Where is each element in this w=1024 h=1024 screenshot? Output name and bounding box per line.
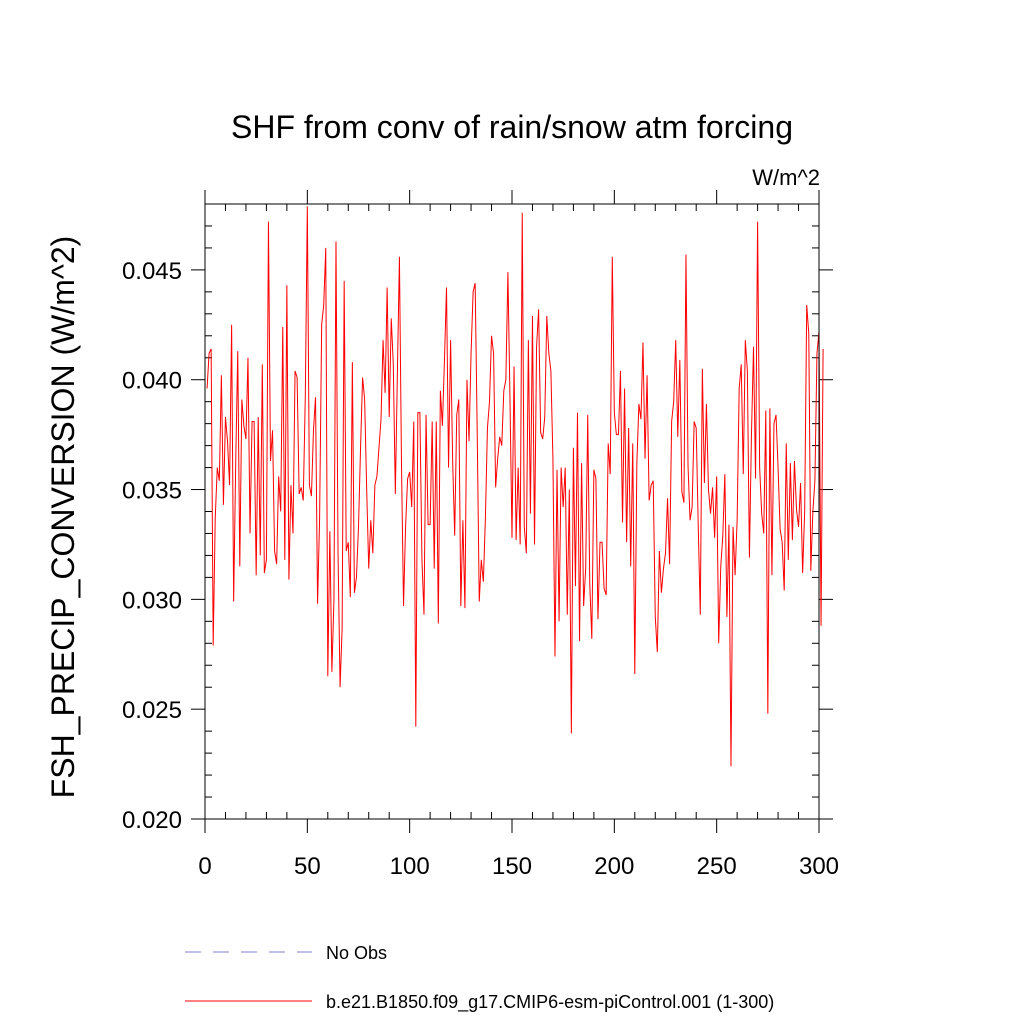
series-line-control (206, 206, 824, 767)
y-tick-label: 0.030 (122, 587, 182, 614)
minor-ticks (205, 203, 819, 819)
major-ticks (191, 190, 833, 833)
y-tick-label: 0.040 (122, 368, 182, 395)
x-tick-label: 300 (799, 853, 839, 880)
x-tick-label: 250 (697, 853, 737, 880)
legend-label-control: b.e21.B1850.f09_g17.CMIP6-esm-piControl.… (326, 992, 774, 1013)
y-axis-label: FSH_PRECIP_CONVERSION (W/m^2) (45, 236, 81, 799)
tick-labels: 0.020 0.025 0.030 0.035 0.040 0.045 0 50 100 150 2… (122, 258, 839, 880)
x-tick-label: 0 (198, 853, 211, 880)
x-tick-label: 150 (492, 853, 532, 880)
units-label: W/m^2 (752, 165, 820, 190)
legend: No Obs b.e21.B1850.f09_g17.CMIP6-esm-piC… (185, 943, 774, 1013)
y-tick-label: 0.035 (122, 478, 182, 505)
plot-frame (204, 203, 820, 820)
x-tick-label: 100 (390, 853, 430, 880)
y-tick-label: 0.025 (122, 697, 182, 724)
y-tick-label: 0.020 (122, 807, 182, 834)
x-tick-label: 200 (594, 853, 634, 880)
legend-label-no-obs: No Obs (326, 943, 387, 963)
x-tick-label: 50 (294, 853, 321, 880)
y-tick-label: 0.045 (122, 258, 182, 285)
chart-title: SHF from conv of rain/snow atm forcing (231, 109, 793, 145)
